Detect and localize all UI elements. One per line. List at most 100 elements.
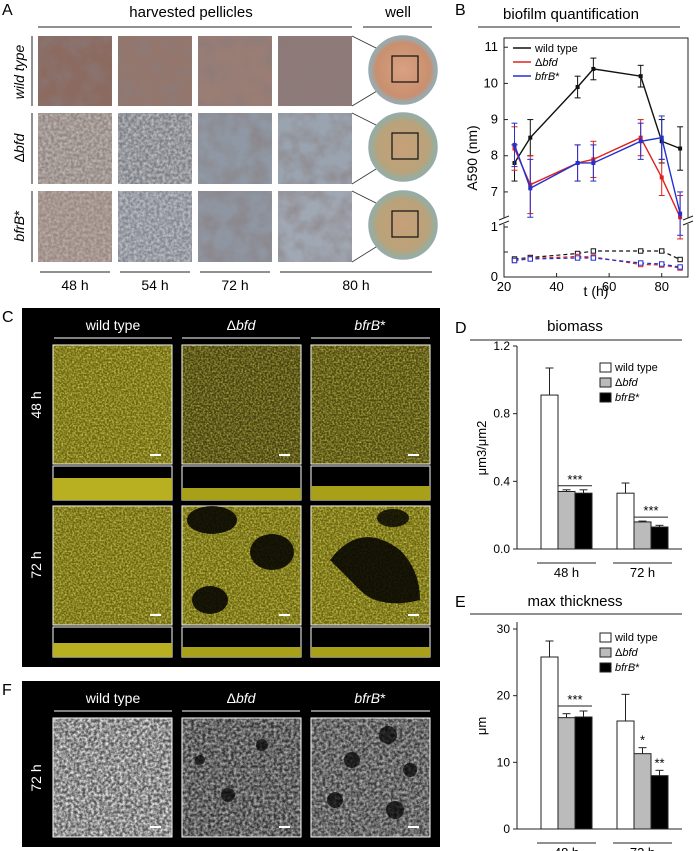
y-tick-label-20: 20 [497,689,511,703]
significance-stars: *** [567,472,582,487]
y-tick-label-0: 0 [503,822,510,836]
category-label: 72 h [630,565,655,580]
data-point [575,85,580,90]
category-label: 48 h [554,565,579,580]
row-label-wild-type: wild type [11,36,33,106]
svg-text:Δbfd: Δbfd [11,132,27,162]
chart-e-title: max thickness [527,593,622,610]
series-line-0 [513,68,681,164]
legend-b-label-bfrb: bfrB* [535,71,560,83]
significance-stars: *** [567,692,582,707]
pellicle-images [38,36,352,262]
legend-b-label-wt: wild type [534,43,578,55]
panel-f: F wild type Δbfd bfrB* 72 h [2,681,440,847]
bar [616,720,635,830]
lower-data-point [677,264,683,270]
confocal-72h [52,505,431,658]
y-tick-label-upper-9: 9 [491,112,498,127]
well-images [368,35,438,260]
lower-data-point [637,248,644,254]
bar [540,656,559,830]
y-tick-label-30: 30 [497,622,511,636]
data-point [659,135,664,140]
lower-data-point [527,256,533,262]
data-point [528,186,533,191]
significance-stars: * [640,733,645,748]
chart-b-frame [503,37,689,278]
data-point [591,160,596,165]
y-tick-label-lower-1: 1 [491,219,498,234]
well-header: well [384,4,411,21]
row-label-bfd: Δbfd [11,113,33,184]
chart-b-marks [511,57,684,271]
significance-stars: ** [654,755,664,770]
chart-e-ticks: 0 10 20 30 [497,622,517,836]
bar [633,521,652,550]
bar [616,492,635,550]
lower-data-point [511,257,518,264]
f-row-72h: 72 h [28,764,44,791]
chart-b-ticks: 20 40 60 80 7 8 9 10 11 0 1 [484,39,669,294]
bar [540,394,559,550]
time-label-72h: 72 h [221,277,248,293]
lower-data-point [659,261,665,267]
c-col-bfd: Δbfd [227,317,257,333]
bar [574,716,593,830]
bar [557,717,576,830]
bar [650,526,669,550]
time-axis-a: 48 h 54 h 72 h 80 h [40,271,432,293]
data-point [575,160,580,165]
category-label: 48 h [554,845,579,851]
x-tick-label-80: 80 [654,279,668,294]
data-point [512,142,517,147]
panel-d: D biomass 0.0 0.4 0.8 1.2 48 h 72 h *** *** μm… [455,318,682,580]
panel-label-b: B [455,2,466,19]
series-line-1 [513,136,681,218]
chart-d-legend: wild type Δbfd bfrB* [599,362,658,404]
panel-label-c: C [2,309,14,326]
significance-stars: *** [643,503,658,518]
panel-label-d: D [455,320,467,337]
time-label-48h: 48 h [61,277,88,293]
data-point [678,211,683,216]
time-label-80h: 80 h [342,277,369,293]
lower-data-point [637,260,644,266]
f-col-bfd: Δbfd [227,690,257,706]
chart-d-marks: 48 h 72 h *** *** [537,367,672,580]
legend-e-wt: wild type [614,632,658,644]
y-tick-label-upper-11: 11 [485,39,499,54]
series-line-2 [513,136,681,214]
well-dish-bfd [368,112,438,182]
y-tick-label-0.4: 0.4 [493,474,510,488]
chart-d-ticks: 0.0 0.4 0.8 1.2 [493,339,517,556]
well-dish-wt [368,35,438,105]
svg-text:bfrB*: bfrB* [11,210,27,242]
legend-d-bfd: Δbfd [615,377,639,389]
row-label-bfrb: bfrB* [11,191,33,262]
y-tick-label-0.8: 0.8 [493,407,510,421]
lower-data-point [590,248,597,254]
bar [650,775,669,830]
chart-d-title: biomass [547,318,603,335]
panel-label-a: A [2,2,13,19]
x-tick-label-20: 20 [497,279,511,294]
panel-b: B biofilm quantification 20 40 60 807891011… [455,2,694,299]
data-point [638,74,643,79]
axis-break-marks [498,215,694,226]
y-tick-label-1.2: 1.2 [493,339,510,353]
bar [557,490,576,550]
y-tick-label-0: 0.0 [493,542,510,556]
c-col-wt: wild type [85,317,141,333]
panel-label-f: F [2,682,12,699]
bar [633,753,652,830]
lower-data-point [590,255,597,261]
chart-d-ylabel: μm3/μm2 [474,421,489,476]
lower-series-line-2 [514,257,681,268]
lower-data-point [574,255,581,261]
chart-b-title: biofilm quantification [503,6,639,23]
lower-data-point [677,256,683,263]
chart-e-marks: 48 h72 h****** [537,640,672,851]
bar [574,492,593,550]
